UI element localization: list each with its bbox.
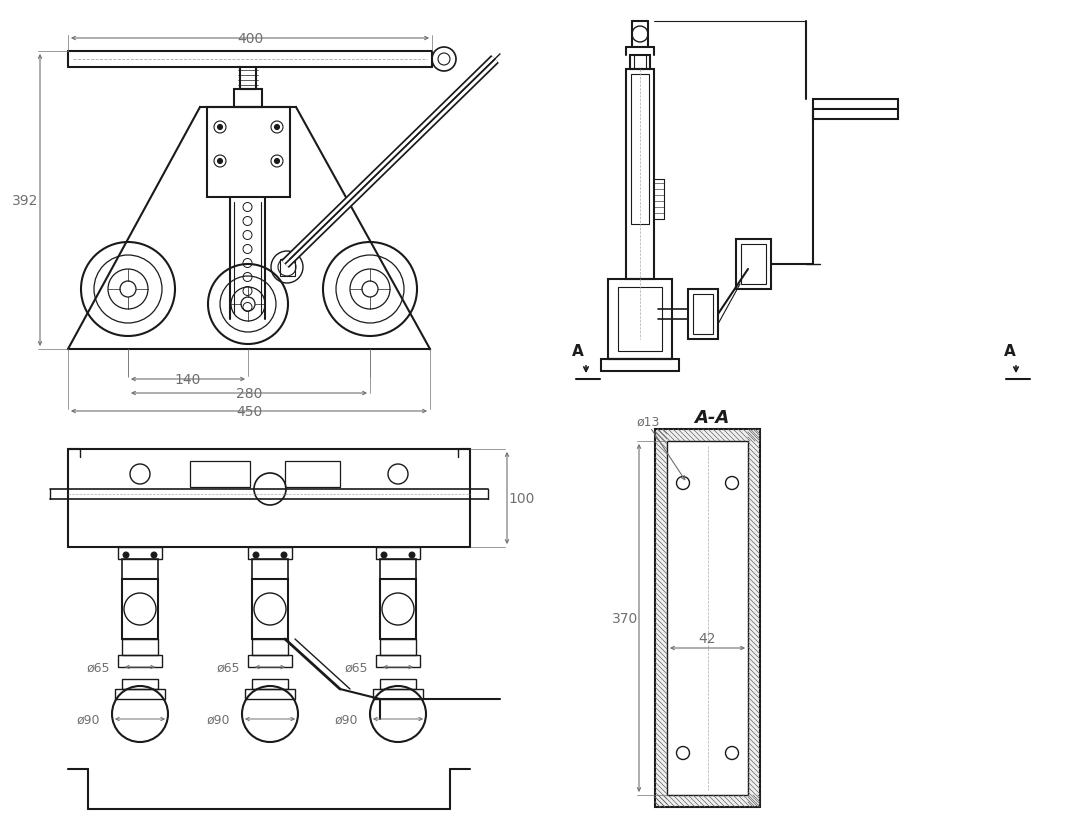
- Text: 280: 280: [235, 386, 262, 400]
- Bar: [379, 579, 416, 639]
- Bar: [813, 100, 898, 120]
- Bar: [118, 655, 162, 667]
- Bar: [608, 280, 672, 360]
- Bar: [379, 639, 416, 655]
- Bar: [252, 639, 288, 655]
- Circle shape: [253, 552, 259, 558]
- Bar: [245, 689, 295, 699]
- Bar: [121, 679, 158, 689]
- Bar: [693, 294, 713, 335]
- Bar: [121, 639, 158, 655]
- Text: 140: 140: [175, 372, 201, 386]
- Text: ø65: ø65: [216, 661, 240, 674]
- Text: ø65: ø65: [344, 661, 368, 674]
- Text: 370: 370: [612, 611, 639, 625]
- Circle shape: [217, 126, 223, 131]
- Text: A: A: [572, 344, 584, 359]
- Text: A: A: [1004, 344, 1016, 359]
- Bar: [666, 442, 748, 795]
- Bar: [248, 547, 292, 559]
- Bar: [121, 559, 158, 579]
- Bar: [252, 559, 288, 579]
- Circle shape: [123, 552, 129, 558]
- Bar: [741, 245, 766, 284]
- Text: ø13: ø13: [636, 415, 660, 428]
- Bar: [248, 655, 292, 667]
- Bar: [748, 429, 760, 807]
- Bar: [655, 795, 760, 807]
- Bar: [280, 260, 295, 277]
- Bar: [376, 655, 420, 667]
- Text: ø65: ø65: [86, 661, 110, 674]
- Text: 400: 400: [236, 32, 263, 46]
- Circle shape: [381, 552, 387, 558]
- Bar: [736, 240, 771, 289]
- Bar: [618, 288, 662, 351]
- Bar: [626, 70, 654, 280]
- Bar: [373, 689, 422, 699]
- Circle shape: [408, 552, 415, 558]
- Text: 450: 450: [235, 404, 262, 418]
- Bar: [376, 547, 420, 559]
- Bar: [655, 429, 760, 442]
- Bar: [252, 679, 288, 689]
- Text: 392: 392: [12, 194, 39, 208]
- Circle shape: [281, 552, 287, 558]
- Text: ø90: ø90: [334, 713, 358, 725]
- Bar: [115, 689, 164, 699]
- Text: ø90: ø90: [76, 713, 100, 725]
- Bar: [655, 429, 666, 807]
- Bar: [252, 579, 288, 639]
- Text: 42: 42: [699, 631, 716, 645]
- Bar: [631, 75, 649, 225]
- Text: A-A: A-A: [694, 409, 730, 427]
- Circle shape: [274, 160, 280, 165]
- Bar: [118, 547, 162, 559]
- Text: ø90: ø90: [206, 713, 230, 725]
- Bar: [190, 461, 250, 487]
- Bar: [207, 108, 290, 198]
- Bar: [285, 461, 340, 487]
- Circle shape: [151, 552, 157, 558]
- Circle shape: [274, 126, 280, 131]
- Bar: [379, 679, 416, 689]
- Bar: [121, 579, 158, 639]
- Circle shape: [217, 160, 223, 165]
- Text: 100: 100: [508, 491, 535, 505]
- Bar: [630, 56, 650, 70]
- Bar: [234, 90, 262, 108]
- Bar: [655, 429, 760, 807]
- Bar: [68, 449, 470, 547]
- Bar: [688, 289, 718, 340]
- Bar: [601, 360, 679, 371]
- Bar: [379, 559, 416, 579]
